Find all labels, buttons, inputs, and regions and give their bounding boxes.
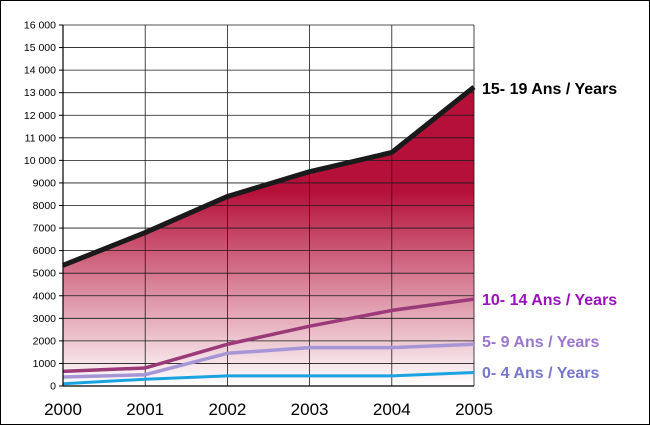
y-tick-label: 12 000 — [24, 110, 56, 122]
x-tick-label: 2004 — [373, 400, 411, 419]
series-label: 0- 4 Ans / Years — [482, 365, 600, 382]
y-tick-label: 6000 — [33, 245, 57, 257]
y-tick-label: 1000 — [33, 358, 57, 370]
series-line-15-19-ans-years — [62, 85, 476, 268]
y-tick-label: 8000 — [33, 200, 57, 212]
y-tick-label: 7000 — [33, 223, 57, 235]
area-layer — [63, 87, 474, 386]
y-tick-label: 3000 — [33, 313, 57, 325]
y-axis: 0 1000 2000 3000 4000 5000 6000 7000 8000 9000 10 … — [24, 20, 64, 393]
y-tick-label: 15 000 — [24, 42, 56, 54]
y-tick-label: 9000 — [33, 177, 57, 189]
x-tick-label: 2005 — [455, 400, 493, 419]
y-tick-label: 4000 — [33, 290, 57, 302]
x-tick-label: 2000 — [44, 400, 82, 419]
series-line-0-4-ans-years — [62, 370, 475, 386]
line-layer — [62, 85, 476, 386]
y-tick-label: 14 000 — [24, 65, 56, 77]
area-fill-15-19-ans-years — [63, 87, 474, 386]
series-label: 5- 9 Ans / Years — [482, 334, 600, 351]
y-tick-label: 13 000 — [24, 87, 56, 99]
y-tick-label: 10 000 — [24, 155, 56, 167]
x-tick-label: 2002 — [208, 400, 246, 419]
y-tick-label: 0 — [50, 381, 56, 393]
y-tick-label: 11 000 — [25, 132, 56, 144]
x-tick-label: 2003 — [291, 400, 329, 419]
series-label: 15- 19 Ans / Years — [482, 81, 617, 98]
y-tick-label: 5000 — [33, 268, 57, 280]
series-label: 10- 14 Ans / Years — [482, 292, 617, 309]
x-tick-label: 2001 — [126, 400, 164, 419]
series-line-5-9-ans-years — [62, 342, 475, 379]
series-labels: 15- 19 Ans / Years 10- 14 Ans / Years 5- 9… — [482, 81, 617, 382]
y-tick-label: 2000 — [33, 335, 57, 347]
y-tick-label: 16 000 — [24, 20, 56, 32]
x-axis: 2000 2001 2002 2003 2004 2005 — [44, 385, 493, 419]
series-line-10-14-ans-years — [62, 297, 475, 374]
